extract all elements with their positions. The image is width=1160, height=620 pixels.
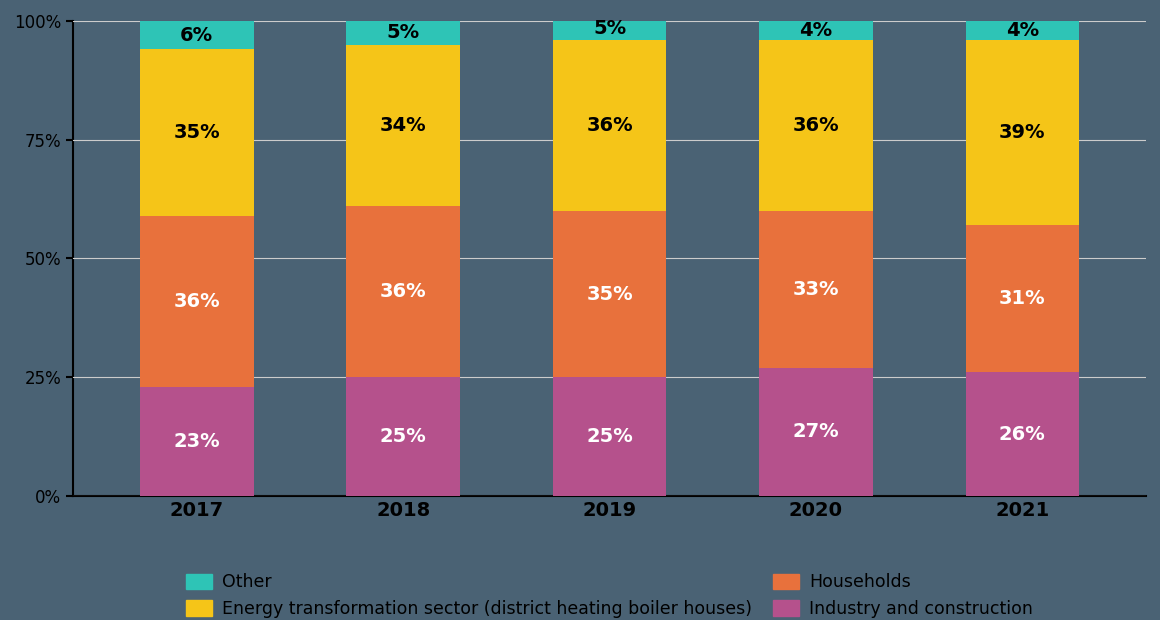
Text: 23%: 23% [174, 432, 220, 451]
Text: 31%: 31% [999, 290, 1045, 308]
Text: 5%: 5% [593, 19, 626, 38]
Text: 4%: 4% [799, 21, 833, 40]
Text: 4%: 4% [1006, 21, 1039, 40]
Bar [553, 16, 666, 40]
Bar [347, 377, 459, 496]
Text: 26%: 26% [999, 425, 1045, 444]
Text: 35%: 35% [586, 285, 633, 304]
Legend: Other, Energy transformation sector (district heating boiler houses), Households: Other, Energy transformation sector (dis… [179, 567, 1041, 620]
Text: 25%: 25% [586, 427, 633, 446]
Text: 34%: 34% [379, 116, 427, 135]
Bar [965, 40, 1079, 225]
Text: 36%: 36% [586, 116, 633, 135]
Text: 6%: 6% [180, 25, 213, 45]
Bar [553, 211, 666, 377]
Text: 35%: 35% [174, 123, 220, 142]
Bar [759, 211, 872, 368]
Bar [347, 206, 459, 377]
Text: 25%: 25% [379, 427, 427, 446]
Bar [347, 45, 459, 206]
Bar [347, 21, 459, 45]
Bar [140, 50, 254, 216]
Bar [965, 21, 1079, 40]
Bar [553, 377, 666, 496]
Bar [965, 225, 1079, 373]
Text: 33%: 33% [792, 280, 839, 299]
Bar [553, 40, 666, 211]
Bar [965, 373, 1079, 496]
Bar [759, 40, 872, 211]
Bar [759, 21, 872, 40]
Bar [140, 387, 254, 496]
Bar [140, 216, 254, 387]
Text: 39%: 39% [999, 123, 1045, 142]
Text: 36%: 36% [379, 282, 427, 301]
Bar [759, 368, 872, 496]
Text: 27%: 27% [792, 422, 839, 441]
Text: 36%: 36% [174, 291, 220, 311]
Text: 36%: 36% [792, 116, 839, 135]
Text: 5%: 5% [386, 24, 420, 42]
Bar [140, 21, 254, 50]
